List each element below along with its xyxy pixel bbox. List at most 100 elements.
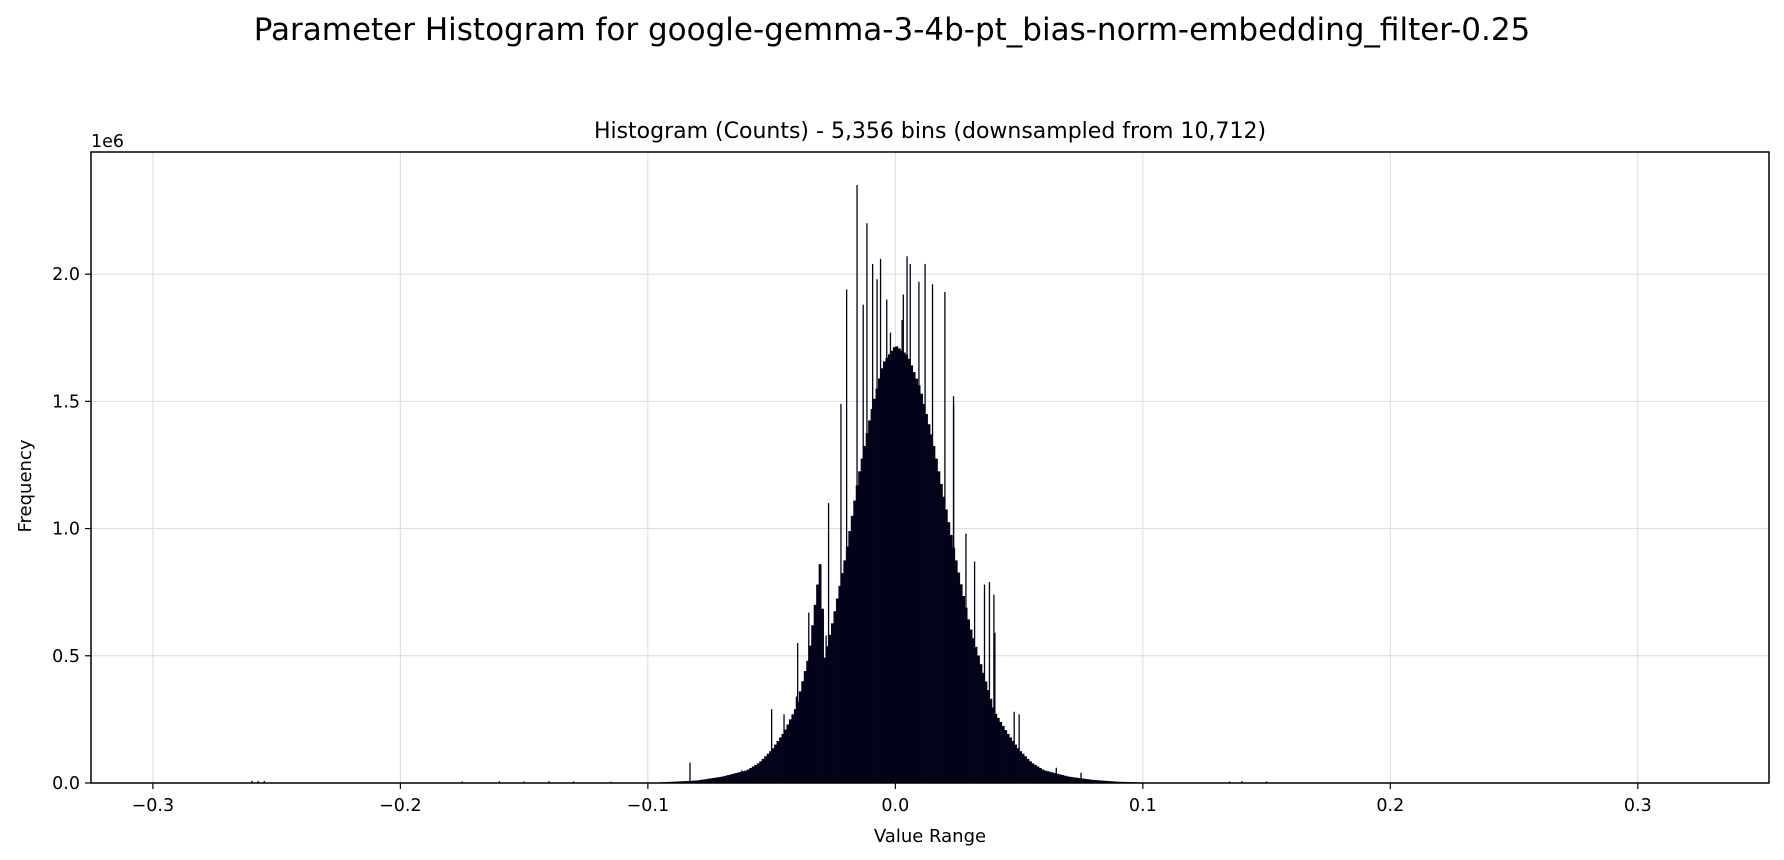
histogram-spike-0 (257, 780, 259, 783)
histogram-spike-38 (944, 291, 946, 783)
histogram-bar (1068, 776, 1072, 783)
y-tick-label-0: 0.0 (52, 774, 80, 794)
histogram-bar (860, 458, 864, 783)
histogram-bar (714, 777, 718, 783)
histogram-spike-51 (1228, 781, 1231, 783)
y-ticks-layer: 0.0 0.5 1.0 1.5 2.0 (52, 265, 91, 794)
histogram-bar (1100, 780, 1104, 783)
histogram-spike-35 (918, 281, 920, 783)
histogram-bar (684, 781, 688, 783)
histogram-spike-17 (815, 671, 817, 783)
histogram-spike-45 (993, 594, 995, 783)
histogram-bar (709, 778, 713, 783)
histogram-bar (996, 717, 1000, 783)
histogram-bar (873, 398, 876, 783)
histogram-bar (749, 767, 753, 783)
histogram-spike-36 (924, 263, 926, 783)
histogram-spike-20 (840, 403, 842, 783)
histogram-spike-7 (573, 781, 575, 783)
histogram-spike-52 (1241, 781, 1243, 783)
histogram-bar (744, 770, 748, 783)
histogram-bar (890, 350, 894, 783)
histogram-bar (1076, 777, 1079, 783)
histogram-bar (781, 733, 785, 783)
histogram-spike-47 (1013, 711, 1015, 783)
x-tick-label-1: −0.2 (379, 796, 422, 816)
histogram-bar (930, 434, 933, 783)
histogram-bar (823, 657, 827, 783)
histogram-bar (949, 534, 953, 783)
histogram-spike-3 (461, 781, 463, 783)
histogram-bar (1083, 778, 1087, 783)
histogram-bar (704, 779, 708, 783)
histogram-bar (816, 584, 820, 783)
histogram-bar (1093, 780, 1097, 783)
histogram-bar (887, 354, 891, 783)
histogram-bar (907, 358, 911, 783)
histogram-bar (831, 623, 834, 783)
histogram-bar (1019, 751, 1022, 783)
histogram-bar (1004, 730, 1008, 783)
histogram-bar (853, 500, 857, 783)
histogram-bar (826, 646, 829, 783)
histogram-bar (1085, 779, 1089, 783)
histogram-bar (1014, 744, 1018, 783)
x-tick-label-5: 0.2 (1376, 796, 1404, 816)
histogram-bar (999, 721, 1003, 783)
histogram-bar (1056, 773, 1060, 783)
histogram-bar (878, 378, 881, 783)
histogram-bar (741, 771, 745, 783)
histogram-bar (934, 458, 938, 783)
x-axis-label: Value Range (874, 826, 986, 847)
histogram-bar (932, 445, 936, 783)
histogram-bar (1063, 775, 1067, 783)
histogram-bar (766, 753, 770, 783)
histogram-spike-53 (1265, 781, 1268, 783)
histogram-bar (981, 672, 985, 783)
histogram-bar (722, 776, 725, 783)
histogram-bar (868, 420, 872, 783)
histogram-bar (920, 393, 923, 783)
histogram-spike-43 (983, 584, 986, 783)
histogram-spike-13 (795, 696, 798, 783)
histogram-bar (974, 646, 978, 783)
x-tick-label-0: −0.3 (132, 796, 175, 816)
histogram-bar (751, 766, 755, 783)
histogram-bar (694, 780, 698, 783)
histogram-spike-12 (783, 714, 785, 783)
histogram-bar (717, 777, 721, 783)
histogram-bar (910, 365, 914, 783)
histogram-bar (939, 484, 943, 783)
x-tick-label-6: 0.3 (1624, 796, 1652, 816)
histogram-bar (944, 509, 948, 783)
histogram-bar (1095, 780, 1099, 783)
histogram-bar (912, 372, 916, 783)
histogram-bar (724, 775, 728, 783)
histogram-bar (776, 741, 780, 783)
histogram-bar (793, 709, 797, 783)
histogram-spike-48 (1018, 714, 1020, 783)
histogram-bar (1016, 748, 1020, 783)
histogram-spike-50 (1080, 772, 1082, 783)
histogram-bar (801, 681, 805, 783)
histogram-spike-30 (897, 370, 900, 783)
histogram-bar (858, 471, 862, 783)
histogram-bar (1026, 758, 1030, 783)
histogram-bar (994, 713, 998, 783)
histogram-bar (915, 378, 919, 783)
histogram-bar (1021, 753, 1025, 783)
histogram-spike-46 (994, 632, 996, 783)
y-tick-label-3: 1.5 (52, 392, 80, 412)
histogram-bar (1058, 774, 1062, 783)
y-tick-label-1: 0.5 (52, 647, 80, 667)
histogram-bar (1048, 771, 1052, 783)
histogram-bar (989, 698, 993, 783)
histogram-bar (821, 608, 824, 783)
histogram-bar (848, 531, 852, 783)
histogram-bar (1098, 780, 1102, 783)
histogram-bar (682, 781, 686, 783)
histogram-spike-19 (827, 503, 830, 783)
histogram-bar (806, 660, 810, 783)
histogram-bar (677, 781, 681, 783)
y-tick-label-2: 1.0 (52, 520, 80, 540)
